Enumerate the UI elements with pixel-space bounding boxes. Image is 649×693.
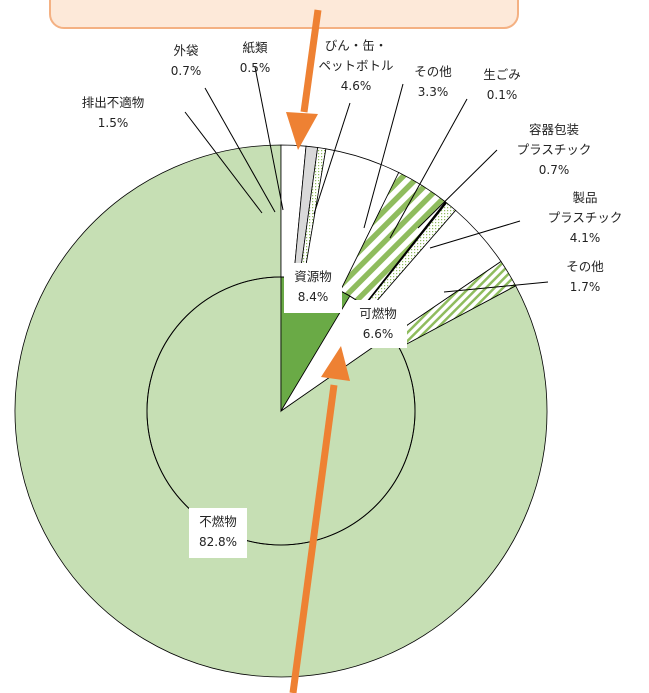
inner-label-box [189,508,247,558]
slice-label-namagomi: 生ごみ 0.1% [483,67,521,102]
leader-line [389,98,468,239]
leader-line [363,83,404,229]
slice-label-bin: びん・缶・ペットボトル 4.6% [318,38,393,93]
leader-line [313,102,351,215]
slice-label-name: 紙類 [242,40,268,55]
inner-label-name: 資源物 [294,269,332,284]
inner-label-funen: 不燃物 82.8% [189,508,247,558]
slice-label-name: 排出不適物 [82,95,145,110]
leader-line [254,66,284,211]
slice-label-sonota1: その他 3.3% [414,64,452,99]
slice-label-name: ペットボトル [318,58,393,73]
slice-label-name: その他 [414,64,452,79]
inner-label-box [349,300,407,348]
inner-label-value: 8.4% [298,290,329,304]
slice-label-value: 0.7% [539,163,570,177]
top-arrow-shaft [300,9,322,113]
inner-label-name: 不燃物 [199,514,237,529]
slice-label-value: 3.3% [418,85,449,99]
top-banner [49,0,519,29]
slice-label-name: 外袋 [173,43,199,58]
slice-label-name: 製品 [572,190,597,205]
slice-label-value: 1.7% [570,280,601,294]
slice-label-name: 生ごみ [483,67,521,82]
slice-label-gaitai: 外袋 0.7% [171,43,202,78]
bottom-arrow-shaft [289,384,338,693]
bottom-arrow-head [321,346,350,381]
inner-label-shigen: 資源物 8.4% [284,263,342,313]
inner-label-box [284,263,342,313]
leader-line [417,149,498,229]
leader-line [204,87,276,213]
slice-label-sonota2: その他 1.7% [566,259,604,294]
slice-label-value: 0.5% [240,61,271,75]
slice-label-value: 1.5% [98,116,129,130]
inner-label-value: 6.6% [363,327,394,341]
slice-label-value: 4.6% [341,79,372,93]
slice-label-name: プラスチック [517,142,592,157]
top-arrow-head [286,112,318,150]
inner-ring-outline [146,276,416,546]
slice-label-value: 0.1% [487,88,518,102]
slice-label-name: その他 [566,259,604,274]
inner-label-value: 82.8% [199,535,237,549]
inner-label-name: 可燃物 [359,306,397,321]
slice-label-name: プラスチック [548,210,623,225]
slice-label-value: 4.1% [570,231,601,245]
leader-line [443,281,549,293]
slice-label-name: 容器包装 [529,122,579,137]
leader-line [429,220,521,249]
inner-label-kanen: 可燃物 6.6% [349,300,407,348]
slice-label-value: 0.7% [171,64,202,78]
slice-label-shirui: 紙類 0.5% [240,40,271,75]
slice-label-name: びん・缶・ [325,38,388,53]
slice-label-haishutsu: 排出不適物 1.5% [82,95,145,130]
leader-line [184,111,263,214]
